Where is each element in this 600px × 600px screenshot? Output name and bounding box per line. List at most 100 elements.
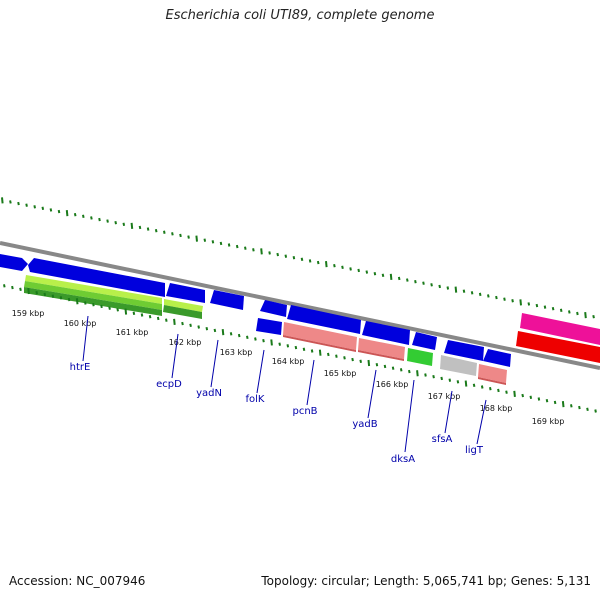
scale-label: 169 kbp — [532, 417, 565, 426]
feature-red[interactable] — [516, 331, 600, 363]
gene-label-leader — [444, 390, 453, 434]
outer-tick — [260, 248, 263, 255]
scale-label: 168 kbp — [480, 404, 513, 413]
forward-genes-row1[interactable] — [0, 254, 511, 367]
inner-tick — [213, 328, 217, 333]
scale-label: 159 kbp — [12, 309, 45, 318]
inner-tick — [173, 318, 176, 325]
feature-salmon-yadB[interactable] — [358, 338, 405, 359]
gene-label-leader — [476, 399, 487, 445]
inner-tick — [140, 313, 144, 317]
inner-tick — [148, 315, 152, 319]
right-genes[interactable] — [516, 313, 600, 363]
outer-tick — [446, 286, 450, 290]
inner-tick — [92, 303, 95, 307]
gene-arrow-pcnB[interactable] — [287, 305, 361, 334]
feature-grey-sfsA[interactable] — [440, 355, 477, 376]
inner-tick — [529, 395, 533, 399]
outer-tick — [470, 291, 474, 295]
inner-tick-ring — [3, 284, 597, 413]
feature-lightgreen-ecpD[interactable] — [164, 299, 203, 312]
outer-tick — [195, 235, 198, 242]
feature-salmon-pcnB[interactable] — [283, 322, 357, 350]
gene-label-htrE[interactable]: htrE — [70, 362, 91, 373]
feature-lightgreen[interactable] — [25, 275, 162, 304]
inner-tick — [286, 344, 290, 348]
scale-labels: 159 kbp 160 kbp 161 kbp 162 kbp 163 kbp 164 k… — [12, 309, 565, 426]
gene-label-leader — [82, 315, 89, 362]
gene-label-ligT[interactable]: ligT — [465, 445, 484, 456]
gene-label-leader — [256, 349, 265, 394]
feature-darkgreen-ecpD[interactable] — [163, 305, 202, 319]
outer-tick — [252, 248, 255, 252]
accession-text: Accession: NC_007946 — [9, 574, 146, 588]
feature-green-dksA[interactable] — [407, 348, 433, 366]
scale-label: 163 kbp — [220, 348, 253, 357]
inner-tick — [75, 298, 79, 305]
outer-tick — [163, 230, 166, 234]
inner-tick — [100, 304, 103, 309]
outer-tick — [179, 233, 182, 238]
outer-tick — [365, 270, 369, 274]
outer-tick — [381, 273, 385, 277]
inner-tick — [59, 296, 63, 300]
inner-tick — [246, 335, 249, 339]
inner-tick — [124, 308, 128, 315]
gene-labels[interactable]: htrE ecpD yadN folK pcnB yadB dksA sfsA ligT — [70, 315, 487, 465]
outer-tick — [49, 208, 53, 212]
outer-tick — [576, 311, 579, 316]
gene-label-pcnB[interactable]: pcnB — [292, 406, 317, 417]
gene-arrow-sfsA[interactable] — [444, 340, 484, 361]
scale-label: 160 kbp — [64, 319, 97, 328]
inner-tick — [570, 404, 573, 408]
gene-arrow-ligT[interactable] — [483, 349, 511, 367]
outer-tick — [1, 197, 4, 204]
outer-tick — [535, 303, 539, 308]
gene-arrow-yadN[interactable] — [210, 290, 244, 310]
outer-tick — [592, 314, 595, 319]
gene-label-dksA[interactable]: dksA — [391, 454, 415, 465]
feature-salmon-ligT[interactable] — [478, 364, 507, 383]
gene-label-yadN[interactable]: yadN — [196, 388, 222, 399]
feature-salmon-ligT-dark[interactable] — [478, 377, 506, 385]
outer-tick — [300, 257, 304, 262]
inner-tick — [84, 301, 87, 305]
gene-arrow-folK[interactable] — [260, 300, 287, 317]
outer-tick — [187, 235, 190, 239]
outer-tick — [244, 246, 247, 250]
inner-tick — [254, 337, 257, 341]
feature-salmon-yadB-dark[interactable] — [358, 350, 404, 361]
gene-arrow-ecpD[interactable] — [166, 283, 205, 303]
gene-label-yadB[interactable]: yadB — [352, 419, 377, 430]
gene-label-folK[interactable]: folK — [246, 394, 265, 405]
genome-backbone — [0, 241, 600, 370]
gene-label-leader — [171, 333, 179, 379]
gene-label-sfsA[interactable]: sfsA — [432, 434, 453, 445]
gene-box-folK[interactable] — [256, 318, 282, 335]
inner-tick — [399, 368, 403, 372]
outer-tick — [503, 297, 506, 301]
inner-tick — [456, 380, 460, 384]
outer-tick — [268, 251, 271, 255]
gene-label-ecpD[interactable]: ecpD — [156, 379, 182, 390]
feature-magenta[interactable] — [520, 313, 600, 345]
gene-arrow-yadB[interactable] — [362, 321, 410, 345]
gene-arrow-htrE[interactable] — [28, 258, 165, 297]
outer-tick — [154, 228, 158, 233]
inner-tick — [43, 292, 47, 297]
outer-tick — [357, 268, 360, 273]
inner-tick — [440, 376, 443, 381]
outer-tick — [33, 205, 36, 209]
gene-arrow-htrE-left[interactable] — [0, 254, 28, 271]
inner-tick — [408, 369, 411, 374]
gene-arrow-dksA[interactable] — [412, 332, 437, 350]
outer-tick — [478, 292, 482, 297]
outer-tick — [106, 219, 109, 223]
inner-tick — [391, 366, 395, 370]
scale-label: 167 kbp — [428, 392, 461, 401]
feature-salmon-pcnB-dark[interactable] — [283, 335, 356, 352]
feature-band-row2[interactable] — [24, 275, 507, 385]
feature-green-mid[interactable] — [24, 281, 162, 310]
feature-darkgreen[interactable] — [24, 287, 162, 316]
inner-tick — [132, 311, 136, 315]
